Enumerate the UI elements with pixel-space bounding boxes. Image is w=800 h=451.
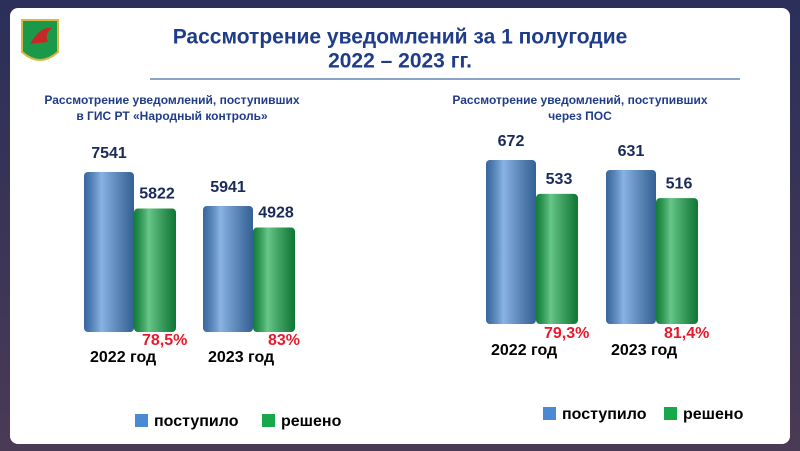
x-tick-label: 2023 год — [208, 349, 274, 366]
value-label: 5941 — [210, 179, 246, 196]
logo — [21, 19, 59, 61]
annotation: 81,4% — [664, 325, 709, 342]
legend-label: решено — [281, 413, 342, 430]
bar-shine — [203, 205, 253, 332]
bar-shine — [656, 198, 698, 324]
value-label: 533 — [546, 171, 573, 188]
legend-label: поступило — [562, 406, 647, 423]
legend-label: поступило — [154, 413, 239, 430]
bar-shine — [486, 160, 536, 324]
value-label: 516 — [666, 175, 693, 192]
value-label: 5822 — [139, 186, 175, 203]
bar-shine — [84, 172, 134, 332]
slide-title: 2022 – 2023 гг. — [328, 50, 472, 73]
bar-shine — [253, 227, 295, 332]
value-label: 631 — [618, 143, 645, 160]
legend-swatch — [664, 407, 677, 420]
legend-label: решено — [683, 406, 744, 423]
chart-title: через ПОС — [548, 109, 612, 123]
annotation: 83% — [268, 332, 300, 349]
value-label: 4928 — [258, 205, 294, 222]
bar-shine — [536, 193, 578, 324]
annotation: 78,5% — [142, 332, 187, 349]
legend-swatch — [262, 414, 275, 427]
value-label: 672 — [498, 133, 525, 150]
chart-title: в ГИС РТ «Народный контроль» — [76, 109, 268, 123]
annotation: 79,3% — [544, 325, 589, 342]
chart-title: Рассмотрение уведомлений, поступивших — [452, 93, 707, 107]
legend-swatch — [543, 407, 556, 420]
bar-shine — [606, 170, 656, 324]
slide-title: Рассмотрение уведомлений за 1 полугодие — [173, 26, 628, 49]
x-tick-label: 2023 год — [611, 342, 677, 359]
legend-swatch — [135, 414, 148, 427]
bar-shine — [134, 208, 176, 332]
x-tick-label: 2022 год — [90, 349, 156, 366]
x-tick-label: 2022 год — [491, 342, 557, 359]
value-label: 7541 — [91, 145, 127, 162]
panel — [10, 8, 790, 444]
chart-title: Рассмотрение уведомлений, поступивших — [44, 93, 299, 107]
